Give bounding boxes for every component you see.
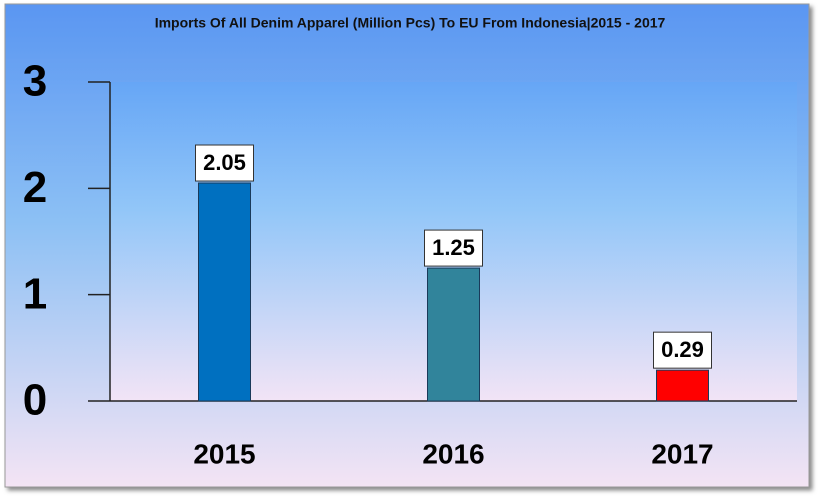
bar — [198, 182, 251, 402]
y-tick-label: 1 — [23, 269, 47, 318]
y-tick-label: 2 — [23, 163, 47, 212]
value-label-box — [195, 144, 254, 182]
value-label-box — [424, 229, 483, 267]
x-tick-label: 2017 — [651, 438, 713, 469]
y-tick-label: 0 — [23, 376, 47, 425]
chart-title: Imports Of All Denim Apparel (Million Pc… — [155, 15, 666, 31]
bar — [656, 369, 709, 402]
x-tick-label: 2015 — [193, 438, 255, 469]
x-tick-label: 2016 — [422, 438, 484, 469]
value-label: 2.05 — [203, 150, 246, 175]
y-tick-label: 3 — [23, 57, 47, 106]
bar — [427, 267, 480, 402]
value-label: 0.29 — [661, 337, 704, 362]
value-label: 1.25 — [432, 235, 475, 260]
value-label-box — [653, 331, 712, 369]
